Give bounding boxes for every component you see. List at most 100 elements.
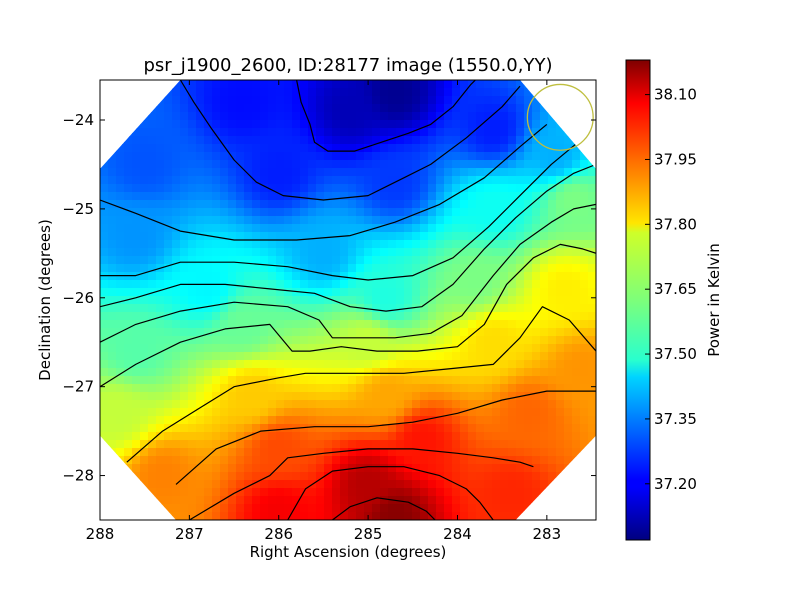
heatmap-cell	[380, 104, 389, 113]
heatmap-cell	[484, 200, 493, 209]
heatmap-cell	[284, 448, 293, 457]
heatmap-cell	[316, 192, 325, 201]
heatmap-cell	[540, 112, 549, 121]
heatmap-cell	[124, 376, 133, 385]
heatmap-cell	[532, 192, 541, 201]
heatmap-cell	[428, 192, 437, 201]
heatmap-cell	[236, 448, 245, 457]
heatmap-cell	[252, 480, 261, 489]
heatmap-cell	[540, 104, 549, 113]
heatmap-cell	[444, 144, 453, 153]
heatmap-cell	[300, 352, 309, 361]
heatmap-cell	[124, 264, 133, 273]
heatmap-cell	[356, 328, 365, 337]
heatmap-cell	[380, 488, 389, 497]
heatmap-cell	[132, 504, 141, 513]
heatmap-cell	[212, 320, 221, 329]
heatmap-cell	[316, 384, 325, 393]
heatmap-cell	[340, 376, 349, 385]
heatmap-cell	[308, 504, 317, 513]
heatmap-cell	[404, 248, 413, 257]
heatmap-cell	[524, 512, 533, 520]
heatmap-cell	[340, 256, 349, 265]
heatmap-cell	[588, 480, 596, 489]
heatmap-cell	[484, 424, 493, 433]
heatmap-cell	[516, 248, 525, 257]
heatmap-cell	[132, 240, 141, 249]
heatmap-cell	[404, 376, 413, 385]
heatmap-cell	[540, 256, 549, 265]
heatmap-cell	[548, 312, 557, 321]
heatmap-cell	[164, 232, 173, 241]
heatmap-cell	[124, 112, 133, 121]
heatmap-cell	[292, 88, 301, 97]
heatmap-cell	[276, 80, 285, 89]
heatmap-cell	[100, 320, 109, 329]
heatmap-cell	[532, 448, 541, 457]
heatmap-cell	[420, 88, 429, 97]
heatmap-cell	[252, 448, 261, 457]
heatmap-cell	[436, 440, 445, 449]
heatmap-cell	[132, 352, 141, 361]
heatmap-cell	[380, 304, 389, 313]
heatmap-cell	[260, 176, 269, 185]
heatmap-cell	[564, 96, 573, 105]
heatmap-cell	[532, 232, 541, 241]
heatmap-cell	[460, 368, 469, 377]
heatmap-cell	[452, 384, 461, 393]
heatmap-cell	[468, 312, 477, 321]
heatmap-cell	[428, 352, 437, 361]
heatmap-cell	[140, 192, 149, 201]
heatmap-cell	[164, 496, 173, 505]
heatmap-cell	[524, 400, 533, 409]
heatmap-cell	[548, 352, 557, 361]
heatmap-cell	[292, 136, 301, 145]
heatmap-cell	[500, 264, 509, 273]
heatmap-cell	[452, 432, 461, 441]
heatmap-cell	[220, 168, 229, 177]
heatmap-cell	[124, 200, 133, 209]
heatmap-cell	[356, 448, 365, 457]
heatmap-cell	[564, 456, 573, 465]
heatmap-cell	[212, 128, 221, 137]
heatmap-cell	[420, 480, 429, 489]
heatmap-cell	[308, 368, 317, 377]
heatmap-cell	[156, 472, 165, 481]
heatmap-cell	[268, 136, 277, 145]
heatmap-cell	[372, 112, 381, 121]
heatmap-cell	[212, 464, 221, 473]
heatmap-cell	[156, 120, 165, 129]
heatmap-cell	[364, 336, 373, 345]
heatmap-cell	[516, 408, 525, 417]
heatmap-cell	[404, 352, 413, 361]
heatmap-cell	[108, 232, 117, 241]
heatmap-cell	[228, 104, 237, 113]
heatmap-cell	[372, 152, 381, 161]
heatmap-cell	[180, 176, 189, 185]
heatmap-cell	[132, 336, 141, 345]
heatmap-cell	[172, 296, 181, 305]
heatmap-cell	[172, 112, 181, 121]
heatmap-cell	[220, 256, 229, 265]
heatmap-cell	[252, 336, 261, 345]
heatmap-cell	[500, 400, 509, 409]
heatmap-cell	[124, 96, 133, 105]
heatmap-cell	[100, 384, 109, 393]
heatmap-cell	[276, 384, 285, 393]
heatmap-cell	[116, 464, 125, 473]
heatmap-cell	[140, 328, 149, 337]
heatmap-cell	[556, 448, 565, 457]
heatmap-cell	[564, 288, 573, 297]
heatmap-cell	[404, 176, 413, 185]
heatmap-cell	[516, 80, 525, 89]
heatmap-cell	[196, 320, 205, 329]
heatmap-cell	[212, 360, 221, 369]
heatmap-cell	[460, 192, 469, 201]
heatmap-cell	[404, 328, 413, 337]
x-axis-label: Right Ascension (degrees)	[250, 543, 447, 561]
heatmap-cell	[388, 464, 397, 473]
heatmap-cell	[140, 176, 149, 185]
heatmap-cell	[124, 120, 133, 129]
heatmap-cell	[340, 224, 349, 233]
heatmap-cell	[556, 280, 565, 289]
